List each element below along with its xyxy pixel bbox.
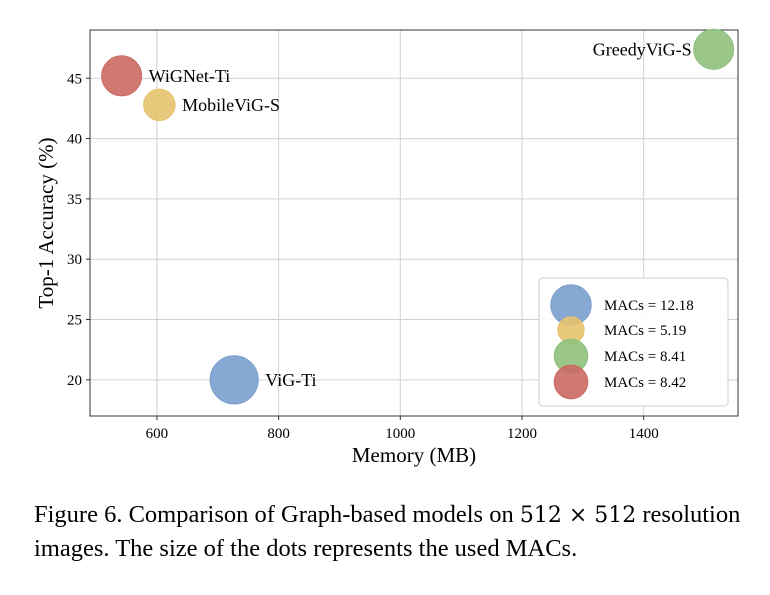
point-wignet-ti: [101, 55, 143, 97]
x-tick-label: 800: [267, 426, 290, 442]
plot-frame: [89, 29, 739, 417]
point-label: MobileViG-S: [182, 95, 280, 115]
x-tick-label: 1000: [385, 426, 415, 442]
point-label: ViG-Ti: [265, 370, 316, 390]
legend: MACs = 12.18 MACs = 5.19 MACs = 8.41 MACs =…: [538, 277, 729, 407]
y-tick-label: 20: [67, 373, 82, 389]
y-tick-label: 25: [67, 313, 82, 329]
caption-prefix: Figure 6. Comparison of Graph-based mode…: [34, 501, 514, 528]
figure-caption: Figure 6. Comparison of Graph-based mode…: [34, 498, 749, 565]
grid-lines: [90, 30, 738, 416]
axes: 600 800 1000 1200 1400 20 25 30 35 40 45 Memory (MB…: [34, 29, 739, 467]
data-points: ViG-Ti MobileViG-S GreedyViG-S WiGNet-Ti: [101, 28, 735, 405]
legend-label: MACs = 5.19: [604, 323, 686, 339]
caption-suffix: resolution images. The size of the dots …: [34, 501, 741, 562]
y-tick-label: 40: [67, 132, 82, 148]
y-tick-label: 30: [67, 252, 82, 268]
scatter-chart: 600 800 1000 1200 1400 20 25 30 35 40 45 Memory (MB…: [34, 28, 739, 467]
point-label: GreedyViG-S: [593, 39, 692, 59]
point-mobilevig-s: [143, 88, 176, 122]
legend-marker: [553, 364, 589, 400]
x-tick-label: 600: [146, 426, 169, 442]
legend-label: MACs = 8.42: [604, 375, 686, 391]
point-greedyvig-s: [693, 28, 735, 70]
x-tick-label: 1400: [629, 426, 659, 442]
legend-label: MACs = 8.41: [604, 349, 686, 365]
point-vig-ti: [209, 355, 259, 405]
y-axis-label: Top-1 Accuracy (%): [34, 137, 58, 308]
y-tick-label: 35: [67, 192, 82, 208]
caption-math: 512 × 512: [519, 503, 637, 528]
x-axis-label: Memory (MB): [352, 443, 476, 467]
x-tick-label: 1200: [507, 426, 537, 442]
point-label: WiGNet-Ti: [149, 66, 231, 86]
y-tick-label: 45: [67, 71, 82, 87]
legend-label: MACs = 12.18: [604, 298, 694, 314]
